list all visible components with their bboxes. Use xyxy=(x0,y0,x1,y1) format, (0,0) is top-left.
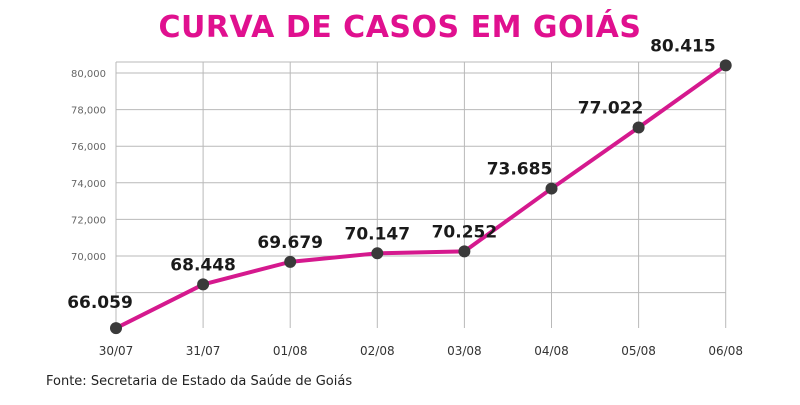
x-tick-label: 04/08 xyxy=(534,344,569,358)
data-point xyxy=(197,278,210,291)
x-tick-label: 05/08 xyxy=(621,344,656,358)
y-tick-label: 78,000 xyxy=(71,106,106,117)
data-labels-layer: 66.059 68.448 69.679 70.147 70.252 73.685 77.0… xyxy=(67,36,716,313)
y-tick-label: 74,000 xyxy=(71,179,106,190)
y-tick-label: 80,000 xyxy=(71,69,106,80)
y-axis-ticks: 70,000 72,000 74,000 76,000 78,000 80,000 xyxy=(71,69,106,263)
data-point xyxy=(545,182,558,195)
data-point xyxy=(371,247,384,260)
points-layer xyxy=(110,59,732,335)
data-label: 77.022 xyxy=(578,98,644,118)
series-line xyxy=(114,63,728,331)
x-tick-label: 03/08 xyxy=(447,344,482,358)
data-label: 66.059 xyxy=(67,293,133,313)
grid-layer xyxy=(115,61,727,328)
series-layer xyxy=(114,63,728,331)
x-axis-ticks: 30/07 31/07 01/08 02/08 03/08 04/08 05/08 06/08 xyxy=(99,344,743,358)
x-tick-label: 01/08 xyxy=(273,344,308,358)
data-label: 70.252 xyxy=(432,222,498,242)
data-label: 73.685 xyxy=(487,160,553,180)
data-label: 70.147 xyxy=(344,224,410,244)
data-point xyxy=(719,59,732,72)
y-tick-label: 70,000 xyxy=(71,252,106,263)
data-label: 80.415 xyxy=(650,36,716,56)
x-tick-label: 06/08 xyxy=(708,344,743,358)
y-tick-label: 72,000 xyxy=(71,215,106,226)
data-point xyxy=(458,245,471,258)
x-tick-label: 02/08 xyxy=(360,344,395,358)
data-label: 69.679 xyxy=(257,233,323,253)
x-tick-label: 31/07 xyxy=(186,344,221,358)
data-point xyxy=(632,121,645,134)
chart-title: CURVA DE CASOS EM GOIÁS xyxy=(158,10,642,45)
data-point xyxy=(284,255,297,268)
x-tick-label: 30/07 xyxy=(99,344,134,358)
data-label: 68.448 xyxy=(170,255,236,275)
y-tick-label: 76,000 xyxy=(71,142,106,153)
data-point xyxy=(110,322,122,335)
source-note: Fonte: Secretaria de Estado da Saúde de … xyxy=(46,374,353,389)
